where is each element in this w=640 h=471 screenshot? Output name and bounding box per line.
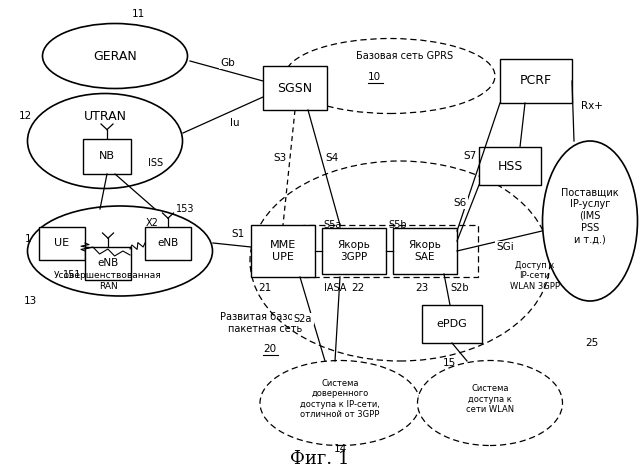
Text: S4: S4	[325, 153, 339, 163]
FancyBboxPatch shape	[39, 227, 85, 260]
Ellipse shape	[543, 141, 637, 301]
FancyBboxPatch shape	[251, 225, 315, 277]
Text: S5b: S5b	[388, 220, 407, 230]
Text: S3: S3	[273, 153, 287, 163]
FancyBboxPatch shape	[393, 228, 457, 274]
FancyBboxPatch shape	[83, 138, 131, 173]
Text: 1: 1	[25, 234, 31, 244]
Text: Базовая сеть GPRS: Базовая сеть GPRS	[356, 51, 454, 61]
Text: 14: 14	[333, 444, 347, 454]
Text: Доступ к
IP-сети
WLAN 3GPP: Доступ к IP-сети WLAN 3GPP	[510, 261, 560, 291]
FancyBboxPatch shape	[303, 225, 477, 277]
Text: 153: 153	[176, 204, 195, 214]
Text: 23: 23	[415, 283, 429, 293]
FancyBboxPatch shape	[500, 59, 572, 103]
Text: Iu: Iu	[230, 118, 240, 128]
Text: 11: 11	[131, 9, 145, 19]
Text: 25: 25	[586, 338, 598, 348]
Text: eNB: eNB	[157, 238, 179, 248]
Text: ISS: ISS	[148, 158, 163, 168]
Text: Gb: Gb	[221, 58, 236, 68]
Ellipse shape	[260, 360, 420, 446]
Text: X2: X2	[145, 218, 159, 228]
Ellipse shape	[28, 94, 182, 188]
Text: PCRF: PCRF	[520, 74, 552, 88]
Text: Якорь
SAE: Якорь SAE	[408, 240, 442, 262]
Text: MME
UPE: MME UPE	[270, 240, 296, 262]
FancyBboxPatch shape	[263, 66, 327, 110]
Text: SGi: SGi	[496, 242, 514, 252]
Text: Система
доверенного
доступа к IP-сети,
отличной от 3GPP: Система доверенного доступа к IP-сети, о…	[300, 379, 380, 419]
Text: Поставщик
IP-услуг
(IMS
PSS
и т.д.): Поставщик IP-услуг (IMS PSS и т.д.)	[561, 188, 619, 244]
Text: S1: S1	[232, 229, 244, 239]
Text: GERAN: GERAN	[93, 49, 137, 63]
Text: Фиг. 1: Фиг. 1	[291, 450, 349, 468]
Text: 12: 12	[19, 111, 31, 121]
Text: Усовершенствованная
RAN: Усовершенствованная RAN	[54, 271, 162, 291]
Ellipse shape	[250, 161, 550, 361]
Text: NB: NB	[99, 151, 115, 161]
FancyBboxPatch shape	[85, 246, 131, 279]
Text: S7: S7	[463, 151, 477, 161]
Text: HSS: HSS	[497, 160, 523, 172]
Text: S2a: S2a	[294, 314, 312, 324]
Text: UE: UE	[54, 238, 70, 248]
Text: IASA: IASA	[324, 283, 346, 293]
FancyBboxPatch shape	[479, 147, 541, 185]
Text: UTRAN: UTRAN	[83, 109, 127, 122]
Text: 21: 21	[259, 283, 271, 293]
Text: SGSN: SGSN	[277, 81, 312, 95]
Text: 13: 13	[24, 296, 36, 306]
Text: eNB: eNB	[97, 258, 118, 268]
Text: 15: 15	[442, 358, 456, 368]
Text: Якорь
3GPP: Якорь 3GPP	[337, 240, 371, 262]
Ellipse shape	[417, 360, 563, 446]
Text: 10: 10	[367, 72, 381, 82]
Text: 151: 151	[63, 270, 81, 280]
Text: Rx+: Rx+	[581, 101, 603, 111]
Ellipse shape	[285, 39, 495, 114]
Text: 20: 20	[264, 344, 276, 354]
Text: S6: S6	[453, 198, 467, 208]
Text: ePDG: ePDG	[436, 319, 467, 329]
FancyBboxPatch shape	[422, 305, 482, 343]
Ellipse shape	[28, 206, 212, 296]
FancyBboxPatch shape	[322, 228, 386, 274]
Text: Система
доступа к
сети WLAN: Система доступа к сети WLAN	[466, 384, 514, 414]
Text: 22: 22	[351, 283, 365, 293]
FancyBboxPatch shape	[145, 227, 191, 260]
Text: Развитая базовая
пакетная сеть: Развитая базовая пакетная сеть	[220, 312, 310, 334]
Text: S5a: S5a	[324, 220, 342, 230]
Ellipse shape	[42, 24, 188, 89]
Text: S2b: S2b	[451, 283, 469, 293]
